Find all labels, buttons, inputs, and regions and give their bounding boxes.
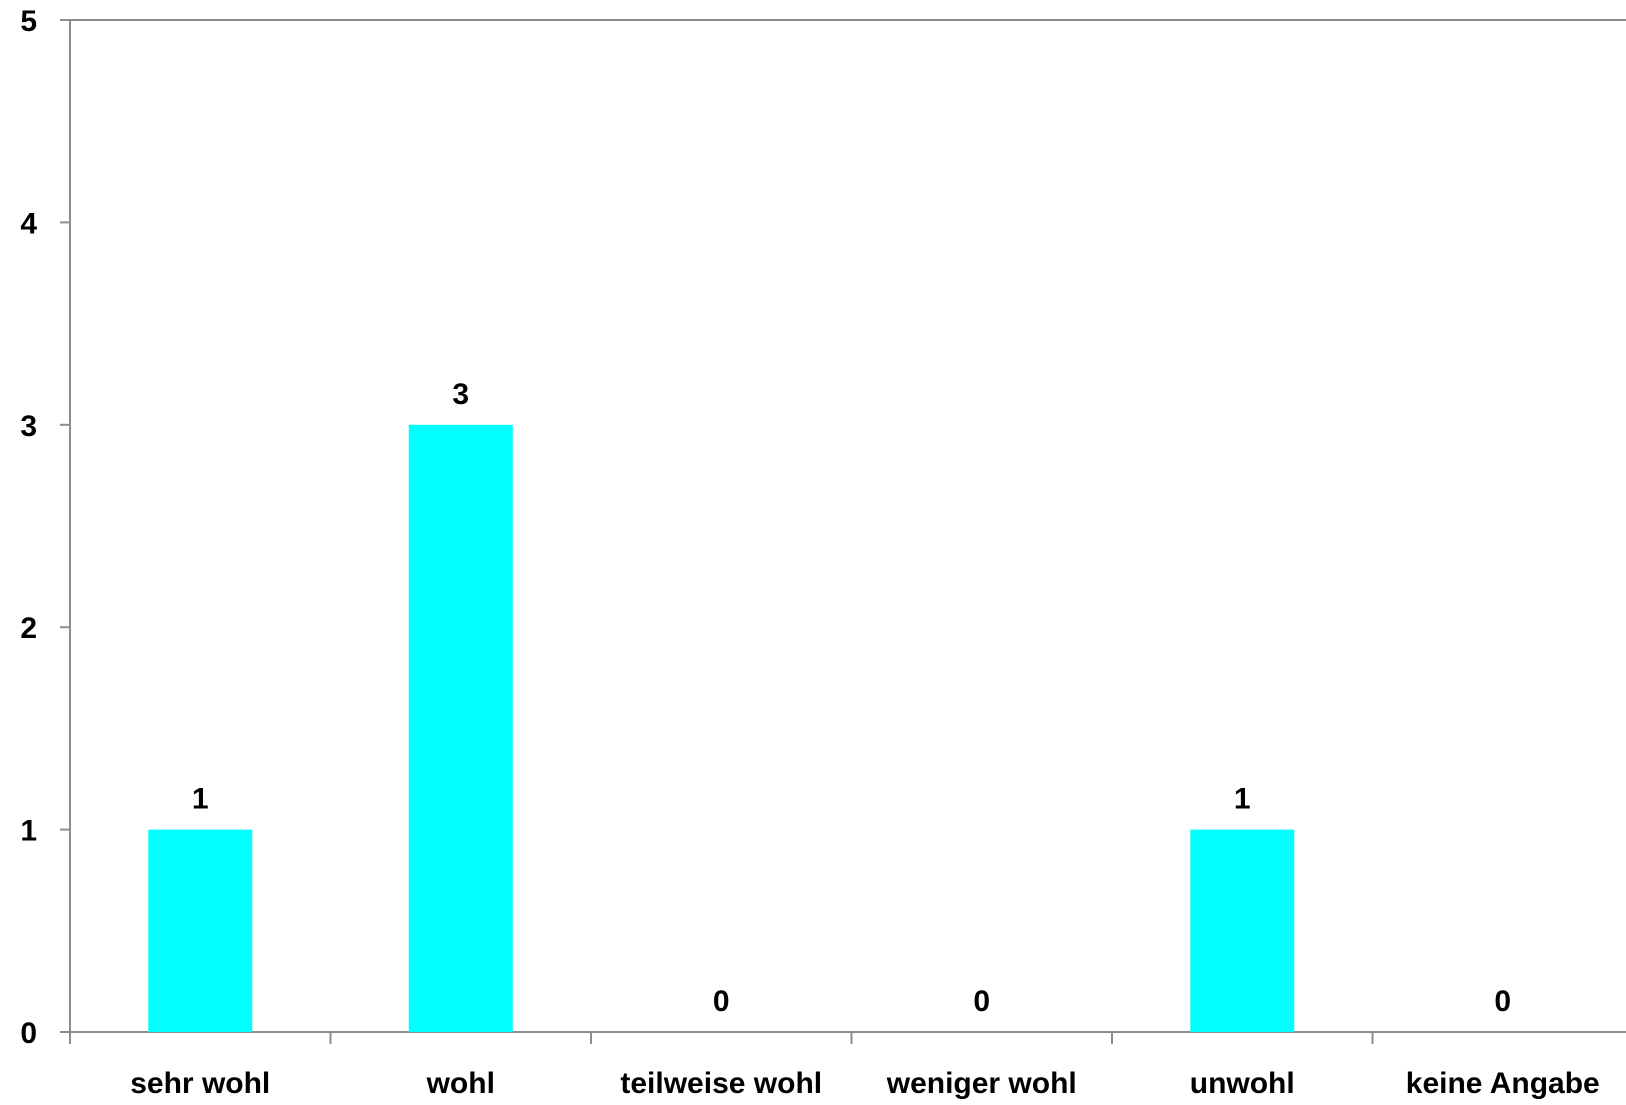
y-axis: 0 1 2 3 4 5 xyxy=(20,5,1626,1050)
data-label: 0 xyxy=(973,985,990,1018)
x-category-label: sehr wohl xyxy=(130,1067,270,1100)
x-category-label: unwohl xyxy=(1190,1067,1295,1100)
y-tick-label: 4 xyxy=(20,207,37,240)
x-category-label: keine Angabe xyxy=(1406,1067,1600,1100)
bar xyxy=(148,829,253,1032)
data-label: 0 xyxy=(1494,985,1511,1018)
y-tick-label: 1 xyxy=(20,815,37,848)
y-tick-label: 0 xyxy=(20,1017,37,1050)
bars xyxy=(148,424,1295,1032)
y-tick-label: 5 xyxy=(20,5,37,38)
x-category-label: teilweise wohl xyxy=(620,1067,822,1100)
data-labels: 1 3 0 0 1 0 xyxy=(192,378,1511,1018)
x-axis: sehr wohl wohl teilweise wohl weniger wohl u… xyxy=(69,1031,1626,1100)
data-label: 1 xyxy=(192,783,209,816)
y-tick-label: 2 xyxy=(20,612,37,645)
data-label: 0 xyxy=(713,985,730,1018)
data-label: 3 xyxy=(452,378,469,411)
x-category-label: wohl xyxy=(426,1067,495,1100)
y-tick-label: 3 xyxy=(20,410,37,443)
bar xyxy=(408,424,513,1032)
x-category-label: weniger wohl xyxy=(886,1067,1077,1100)
data-label: 1 xyxy=(1234,783,1251,816)
bar xyxy=(1190,829,1295,1032)
